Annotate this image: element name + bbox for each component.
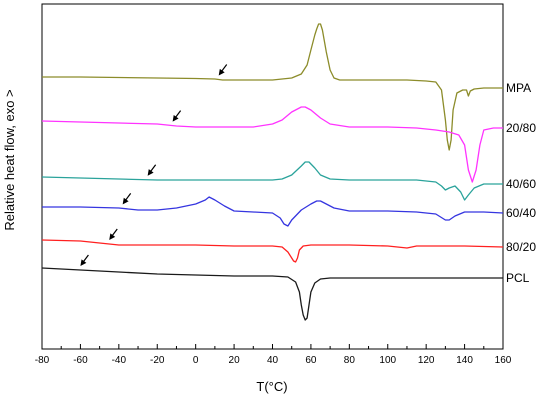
x-tick-label: -80 [35,355,50,366]
plot-frame [41,3,504,350]
tg-arrow-head [147,169,154,176]
x-axis-label: T(°C) [256,379,287,394]
x-tick-label: 80 [344,355,356,366]
tg-arrow-head [80,259,87,266]
series-line-20-80 [41,106,503,183]
x-tick-label: 120 [418,355,435,366]
y-axis-label: Relative heat flow, exo > [2,89,17,230]
series-line-pcl [41,267,503,321]
series-layer [41,23,504,321]
series-line-mpa [42,23,503,151]
x-tick-label: 60 [305,355,317,366]
series-label: 20/80 [506,121,536,135]
x-tick-label: 160 [495,355,512,366]
series-label: PCL [506,271,530,285]
series-label: 60/40 [506,206,536,220]
tg-arrow-head [122,197,129,205]
x-tick-label: 20 [229,355,241,366]
series-line-40-60 [41,161,503,201]
tg-arrows [80,64,228,266]
x-tick-label: 0 [193,355,199,366]
series-labels: MPA 20/80 40/60 60/40 80/20 PCL [506,81,536,285]
series-line-60-40 [42,196,504,227]
x-axis: -80 -60 -40 -20 0 20 40 60 80 100 120 140 160 [35,344,512,366]
series-label: MPA [506,81,531,95]
tg-arrow-head [218,68,225,76]
series-line-80-20 [41,239,504,263]
x-tick-label: -20 [150,355,165,366]
x-tick-label: -40 [112,355,127,366]
x-tick-label: 100 [379,355,396,366]
tg-arrow-head [109,233,116,240]
x-tick-label: -60 [73,355,88,366]
x-tick-label: 140 [456,355,473,366]
series-label: 40/60 [506,177,536,191]
tg-arrow-head [172,114,179,122]
x-tick-label: 40 [267,355,279,366]
series-label: 80/20 [506,240,536,254]
